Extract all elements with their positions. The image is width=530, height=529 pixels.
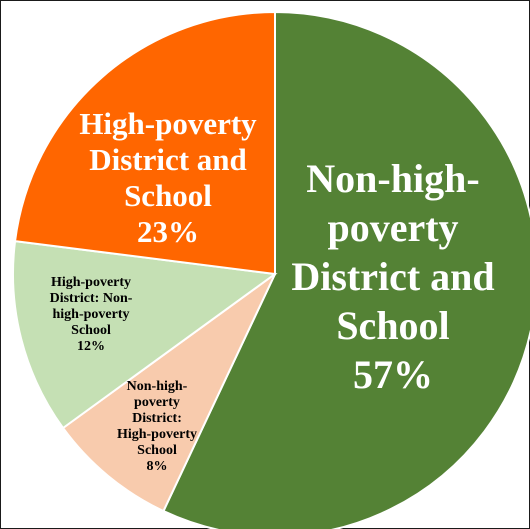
slice-high-poverty-district-and-school-label-line: District and [89, 142, 247, 177]
pie-slices [12, 10, 530, 529]
slice-high-poverty-district-non-high-poverty-school-label-line: District: Non- [50, 291, 133, 306]
slice-non-high-poverty-district-and-school-label-line: 57% [353, 352, 433, 397]
slice-high-poverty-district-non-high-poverty-school-label-line: 12% [77, 339, 105, 354]
slice-high-poverty-district-non-high-poverty-school-label: High-poverty District: Non-high-poverty Sc… [50, 275, 133, 354]
slice-non-high-poverty-district-and-school [162, 10, 530, 529]
slice-non-high-poverty-district-high-poverty-school-label-line: High-poverty [117, 427, 197, 442]
slice-high-poverty-district-non-high-poverty-school-label-line: High-poverty [51, 275, 131, 290]
slice-non-high-poverty-district-high-poverty-school-label-line: poverty [134, 395, 180, 410]
slice-non-high-poverty-district-and-school-label-line: Non-high- [306, 156, 479, 201]
slice-high-poverty-district-non-high-poverty-school-label-line: high-poverty [53, 307, 130, 322]
slice-high-poverty-district-non-high-poverty-school-label-line: School [71, 323, 111, 338]
slice-non-high-poverty-district-high-poverty-school-label-line: 8% [147, 459, 168, 474]
slice-high-poverty-district-and-school-label-line: High-poverty [79, 106, 257, 141]
slice-high-poverty-district-and-school [13, 10, 276, 276]
slice-non-high-poverty-district-and-school-label-line: District and [291, 254, 494, 299]
slice-high-poverty-district-non-high-poverty-school [12, 240, 278, 430]
slice-non-high-poverty-district-and-school-label-line: poverty [327, 205, 458, 250]
slice-high-poverty-district-and-school-label-line: 23% [137, 214, 199, 249]
slice-high-poverty-district-and-school-label-line: School [124, 178, 212, 213]
pie-labels: Non-high-poverty District and School 57%Non… [50, 106, 495, 474]
slice-high-poverty-district-and-school-label: High-poverty District and School 23% [79, 106, 257, 249]
slice-non-high-poverty-district-and-school-label: Non-high-poverty District and School 57% [291, 156, 494, 397]
slice-non-high-poverty-district-high-poverty-school-label: Non-high-poverty District: High-poverty Sch… [117, 379, 197, 474]
slice-non-high-poverty-district-high-poverty-school-label-line: Non-high- [127, 379, 188, 394]
slice-non-high-poverty-district-high-poverty-school-label-line: School [137, 443, 177, 458]
slice-non-high-poverty-district-high-poverty-school [61, 273, 276, 513]
slice-non-high-poverty-district-high-poverty-school-label-line: District: [132, 411, 182, 426]
slice-non-high-poverty-district-and-school-label-line: School [336, 303, 449, 348]
